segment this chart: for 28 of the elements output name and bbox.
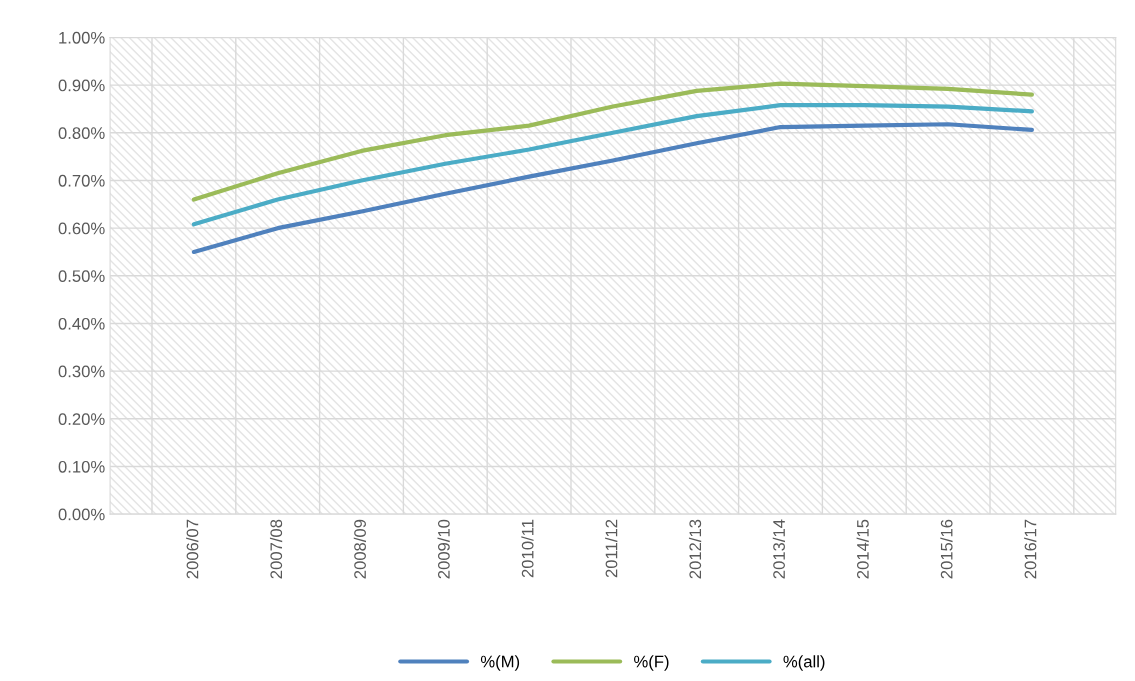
x-tick-label: 2016/17 xyxy=(1024,519,1037,579)
legend-label: %(F) xyxy=(634,655,669,671)
y-tick-label: 0.50% xyxy=(58,270,105,283)
x-tick-label: 2006/07 xyxy=(186,519,199,579)
legend-label: %(all) xyxy=(783,655,825,671)
y-tick-label: 0.10% xyxy=(58,460,105,473)
legend-label: %(M) xyxy=(480,655,520,671)
y-tick-label: 0.60% xyxy=(58,222,105,235)
x-tick-label: 2008/09 xyxy=(353,519,366,579)
x-tick-label: 2011/12 xyxy=(605,519,618,578)
x-tick-label: 2009/10 xyxy=(437,519,450,579)
x-tick-label: 2013/14 xyxy=(772,519,785,579)
x-tick-label: 2010/11 xyxy=(521,519,534,578)
line-series xyxy=(191,122,1034,255)
y-tick-label: 0.90% xyxy=(58,79,105,92)
line-series xyxy=(191,81,1034,202)
y-tick-label: 0.40% xyxy=(58,317,105,330)
line-series xyxy=(191,103,1034,227)
y-tick-label: 0.00% xyxy=(58,508,105,521)
y-tick-label: 0.80% xyxy=(58,127,105,139)
x-tick-label: 2007/08 xyxy=(269,519,283,579)
y-tick-label: 0.70% xyxy=(58,174,105,187)
y-tick-label: 0.20% xyxy=(58,413,105,426)
x-tick-label: 2014/15 xyxy=(856,519,869,579)
y-tick-label: 1.00% xyxy=(59,31,105,44)
x-tick-label: 2012/13 xyxy=(688,519,702,579)
x-tick-label: 2015/16 xyxy=(940,519,953,579)
y-tick-label: 0.30% xyxy=(58,365,105,378)
